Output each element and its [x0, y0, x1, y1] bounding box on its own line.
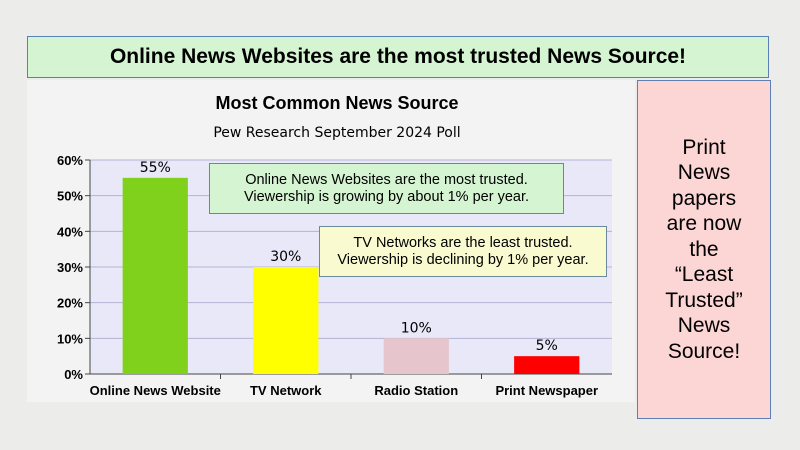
y-tick-label: 50%	[57, 189, 83, 204]
side-callout-text: Print News papers are now the “Least Tru…	[649, 135, 759, 365]
bar	[122, 177, 188, 374]
y-tick-label: 40%	[57, 224, 83, 239]
annotation-online-line-2: Viewership is growing by about 1% per ye…	[243, 189, 530, 205]
bar-value-label: 10%	[401, 320, 432, 336]
side-line: the	[689, 237, 719, 261]
bar-value-label: 30%	[270, 249, 301, 265]
y-tick-label: 30%	[57, 260, 83, 275]
side-line: papers	[671, 186, 737, 210]
side-line: Trusted”	[665, 288, 743, 312]
x-tick-label: Radio Station	[374, 383, 458, 398]
bar-value-label: 5%	[536, 338, 558, 354]
bar-value-label: 55%	[140, 160, 171, 176]
annotation-tv-line-2: Viewership is declining by 1% per year.	[337, 252, 589, 268]
side-line: “Least	[674, 263, 734, 287]
headline-banner: Online News Websites are the most truste…	[27, 36, 769, 78]
annotation-online-line-1: Online News Websites are the most truste…	[245, 172, 528, 188]
chart-subtitle: Pew Research September 2024 Poll	[213, 125, 460, 141]
chart-title: Most Common News Source	[215, 93, 458, 113]
bar	[383, 338, 449, 374]
headline-text: Online News Websites are the most truste…	[109, 45, 687, 68]
y-tick-label: 20%	[57, 296, 83, 311]
x-tick-label: Print Newspaper	[495, 383, 598, 398]
annotation-tv-line-1: TV Networks are the least trusted.	[353, 235, 573, 251]
side-line: Source!	[667, 339, 741, 363]
y-tick-label: 0%	[64, 367, 83, 382]
side-line: News	[677, 314, 731, 338]
y-tick-label: 10%	[57, 331, 83, 346]
x-tick-label: Online News Website	[90, 383, 221, 398]
side-line: are now	[666, 212, 742, 236]
y-tick-label: 60%	[57, 153, 83, 168]
annotation-tv: TV Networks are the least trusted. Viewe…	[319, 226, 607, 277]
bar	[514, 356, 580, 374]
annotation-online: Online News Websites are the most truste…	[209, 163, 564, 214]
x-tick-label: TV Network	[250, 383, 322, 398]
side-callout: Print News papers are now the “Least Tru…	[637, 80, 771, 419]
side-line: News	[677, 161, 731, 185]
side-line: Print	[682, 135, 726, 159]
bar	[253, 267, 319, 374]
